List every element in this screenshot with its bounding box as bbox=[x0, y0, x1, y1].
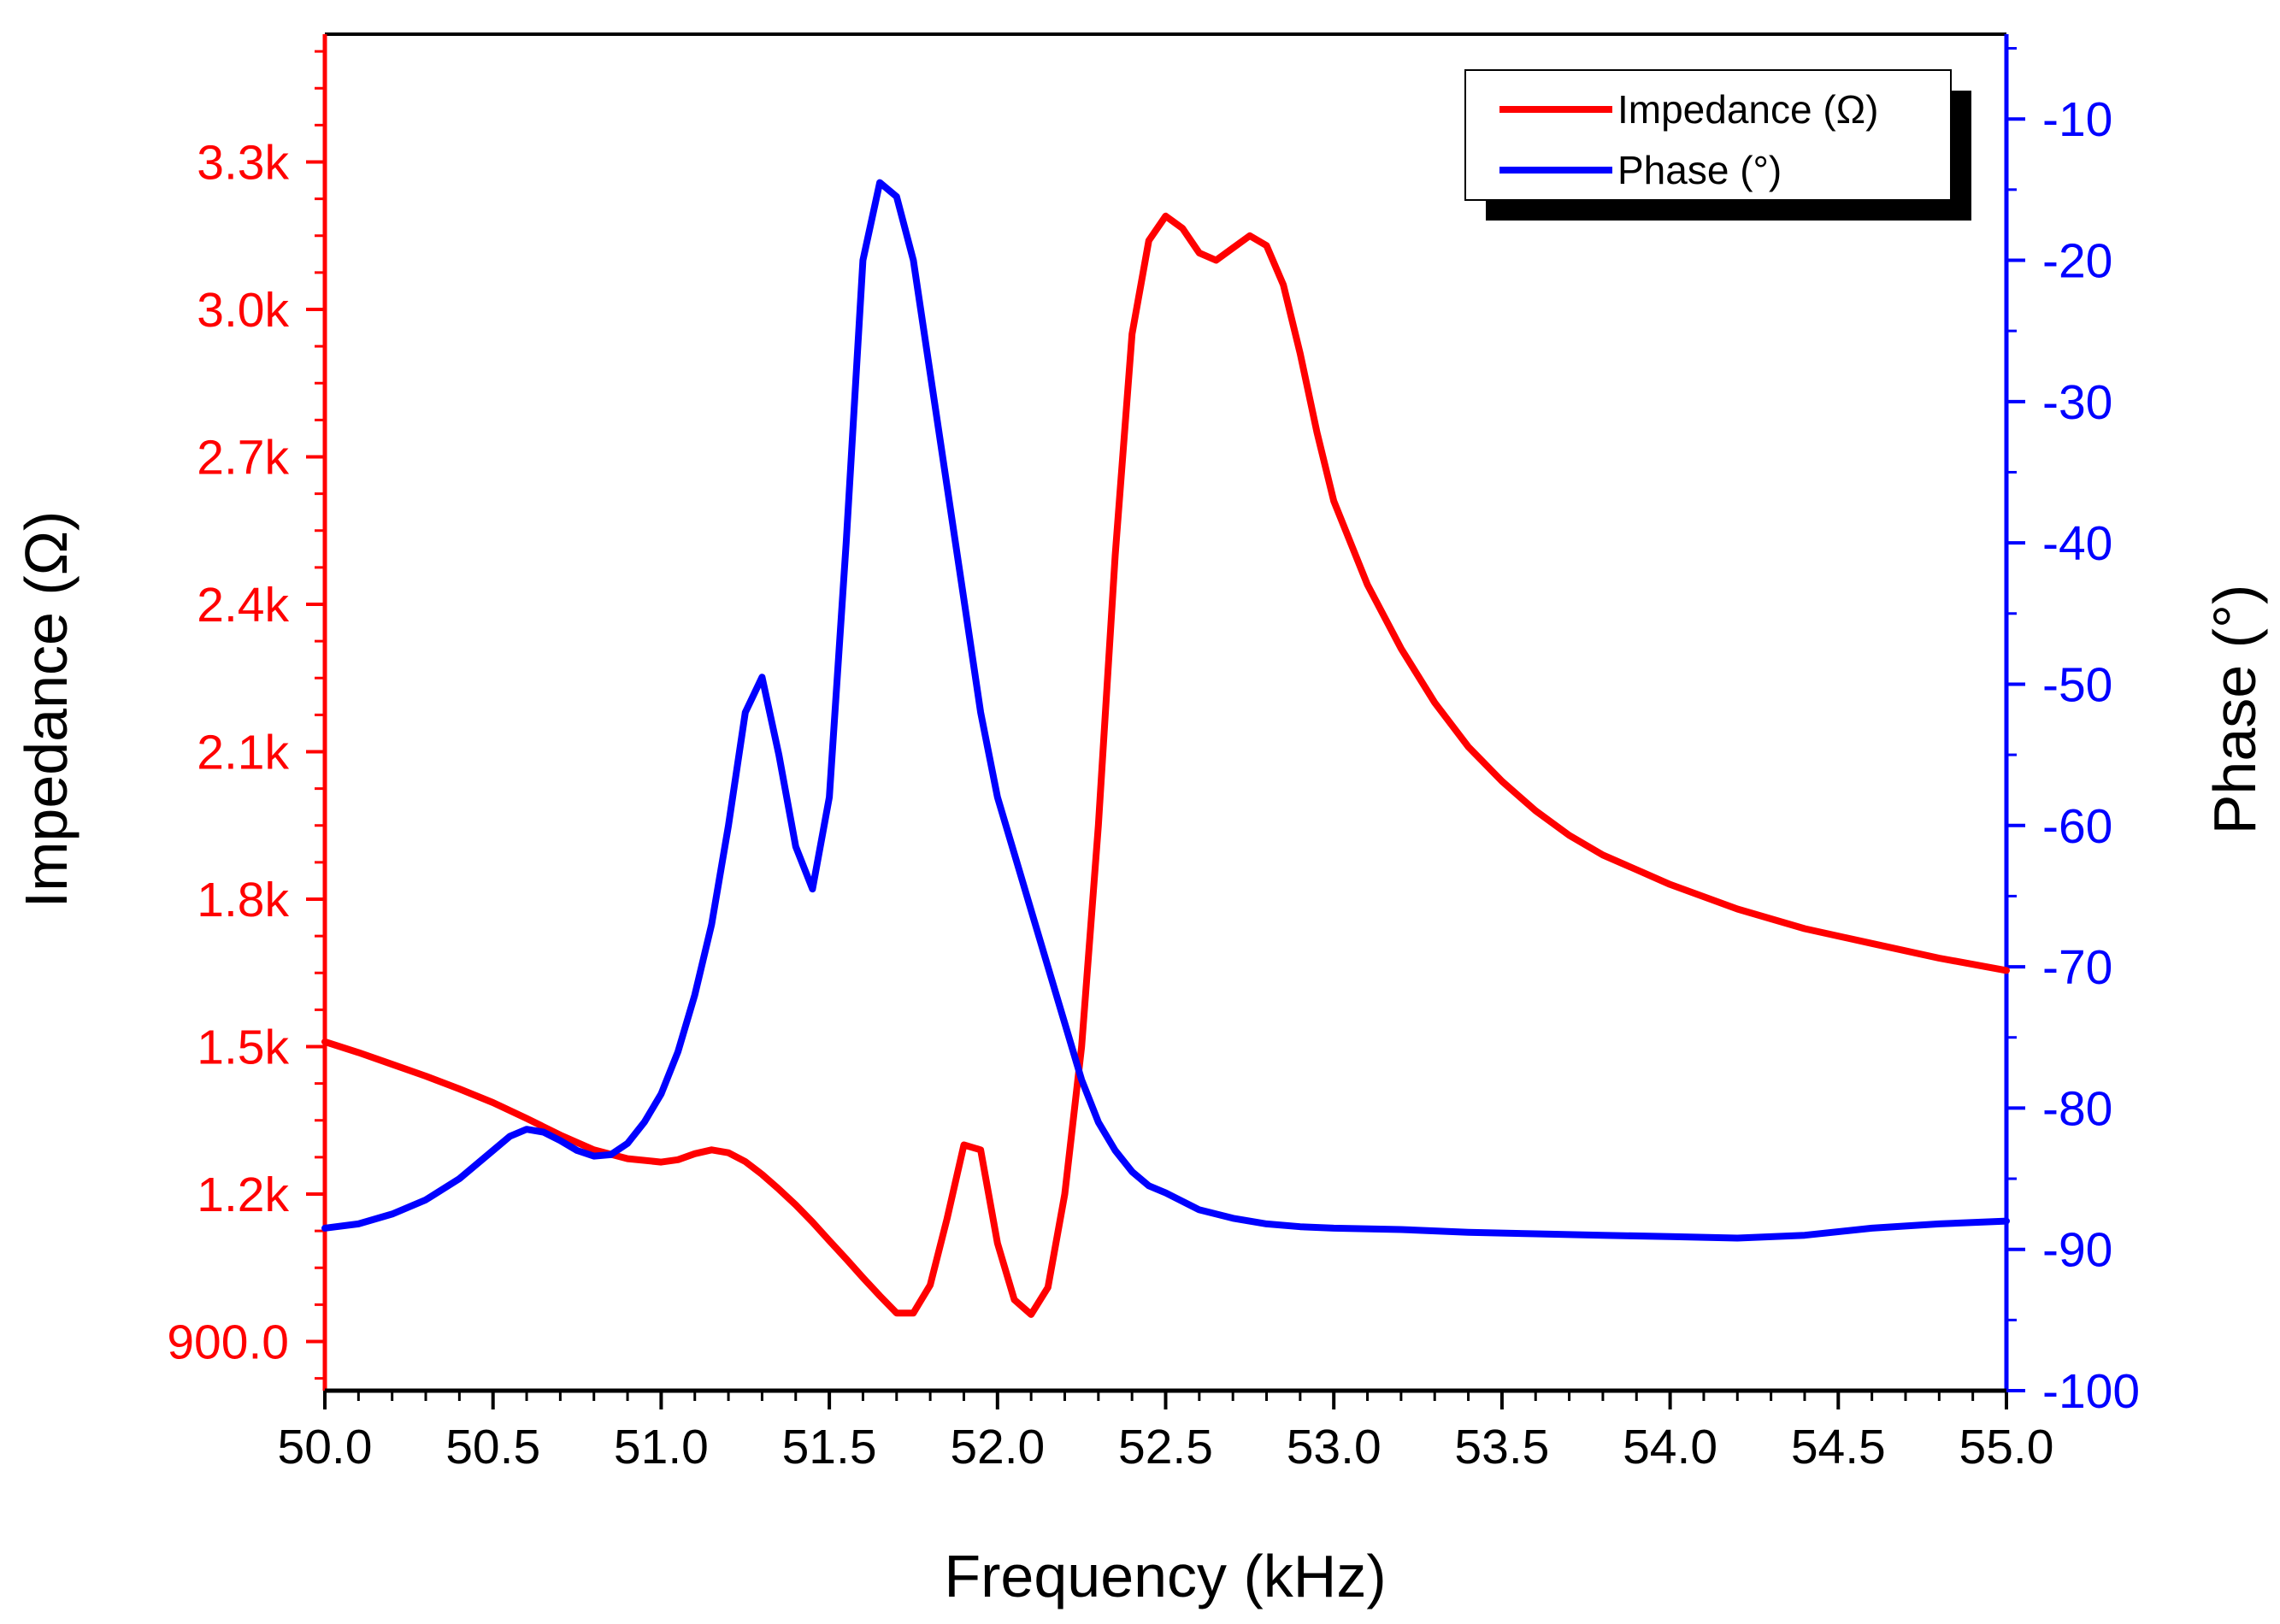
x-tick-label: 51.0 bbox=[614, 1420, 709, 1474]
x-tick-label: 51.5 bbox=[782, 1420, 877, 1474]
left-tick-label: 1.8k bbox=[197, 873, 289, 927]
series-line-phase bbox=[321, 179, 2010, 1242]
x-tick-label: 52.0 bbox=[950, 1420, 1045, 1474]
x-tick-label: 54.0 bbox=[1623, 1420, 1717, 1474]
right-tick-label: -60 bbox=[2042, 799, 2112, 854]
x-tick-label: 55.0 bbox=[1959, 1420, 2054, 1474]
x-tick-label: 50.5 bbox=[445, 1420, 540, 1474]
left-tick-label: 2.1k bbox=[197, 726, 289, 780]
left-tick-label: 900.0 bbox=[167, 1315, 289, 1370]
x-tick-label: 53.0 bbox=[1287, 1420, 1382, 1474]
x-axis-ticks: 50.0 50.5 51.0 51.5 52.0 52.5 53.0 53.5 54.0 54.5… bbox=[278, 1391, 2054, 1474]
x-tick-label: 53.5 bbox=[1454, 1420, 1549, 1474]
left-tick-label: 3.3k bbox=[197, 136, 289, 191]
right-tick-label: -50 bbox=[2042, 657, 2112, 712]
right-tick-label: -90 bbox=[2042, 1223, 2112, 1278]
right-axis-ticks: -100 -90 -80 -70 -60 -50 -40 -30 -20 -10 bbox=[2006, 47, 2140, 1419]
legend-box bbox=[1464, 69, 1952, 201]
series-layer bbox=[321, 179, 2010, 1318]
right-tick-label: -80 bbox=[2042, 1081, 2112, 1136]
x-tick-label: 52.5 bbox=[1118, 1420, 1213, 1474]
left-tick-label: 3.0k bbox=[197, 283, 289, 338]
right-tick-label: -70 bbox=[2042, 940, 2112, 995]
right-tick-label: -40 bbox=[2042, 516, 2112, 571]
left-tick-label: 1.5k bbox=[197, 1021, 289, 1075]
left-tick-label: 1.2k bbox=[197, 1168, 289, 1222]
legend-label-impedance: Impedance (Ω) bbox=[1617, 87, 1878, 132]
left-tick-label: 2.4k bbox=[197, 578, 289, 633]
left-axis-ticks: 900.0 1.2k 1.5k 1.8k 2.1k 2.4k 2.7k 3.0k 3.3k bbox=[167, 50, 325, 1380]
legend-label-phase: Phase (°) bbox=[1617, 148, 1782, 192]
x-tick-label: 54.5 bbox=[1791, 1420, 1886, 1474]
right-tick-label: -100 bbox=[2042, 1364, 2140, 1419]
left-tick-label: 2.7k bbox=[197, 431, 289, 485]
series-line-impedance bbox=[321, 212, 2010, 1318]
x-axis-title: Frequency (kHz) bbox=[944, 1543, 1386, 1609]
legend: Impedance (Ω) Phase (°) bbox=[1464, 69, 1971, 221]
right-tick-label: -20 bbox=[2042, 234, 2112, 289]
right-axis-title: Phase (°) bbox=[2201, 585, 2268, 835]
left-axis-title: Impedance (Ω) bbox=[13, 511, 80, 909]
x-tick-label: 50.0 bbox=[278, 1420, 373, 1474]
right-tick-label: -10 bbox=[2042, 92, 2112, 147]
right-tick-label: -30 bbox=[2042, 375, 2112, 430]
